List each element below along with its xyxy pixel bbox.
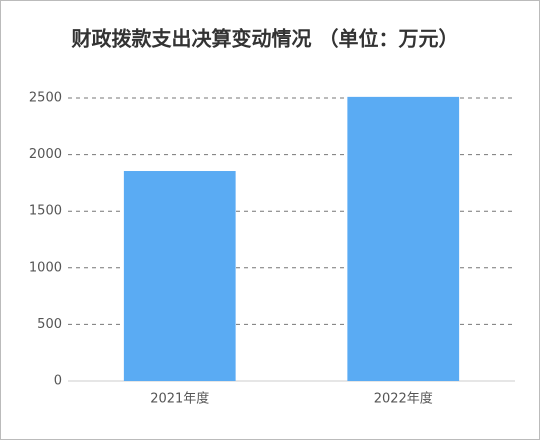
y-tick-label: 1000 — [29, 260, 62, 275]
y-tick-label: 500 — [37, 317, 62, 332]
y-tick-label: 2500 — [29, 91, 62, 106]
chart-title: 财政拨款支出决算变动情况 （单位：万元） — [72, 27, 459, 51]
bar — [123, 171, 236, 381]
y-tick-label: 0 — [54, 374, 62, 389]
y-tick-label: 1500 — [29, 204, 62, 219]
y-tick-label: 2000 — [29, 147, 62, 162]
bar — [347, 96, 460, 382]
x-tick-label: 2022年度 — [374, 391, 433, 407]
x-tick-label: 2021年度 — [150, 391, 209, 407]
